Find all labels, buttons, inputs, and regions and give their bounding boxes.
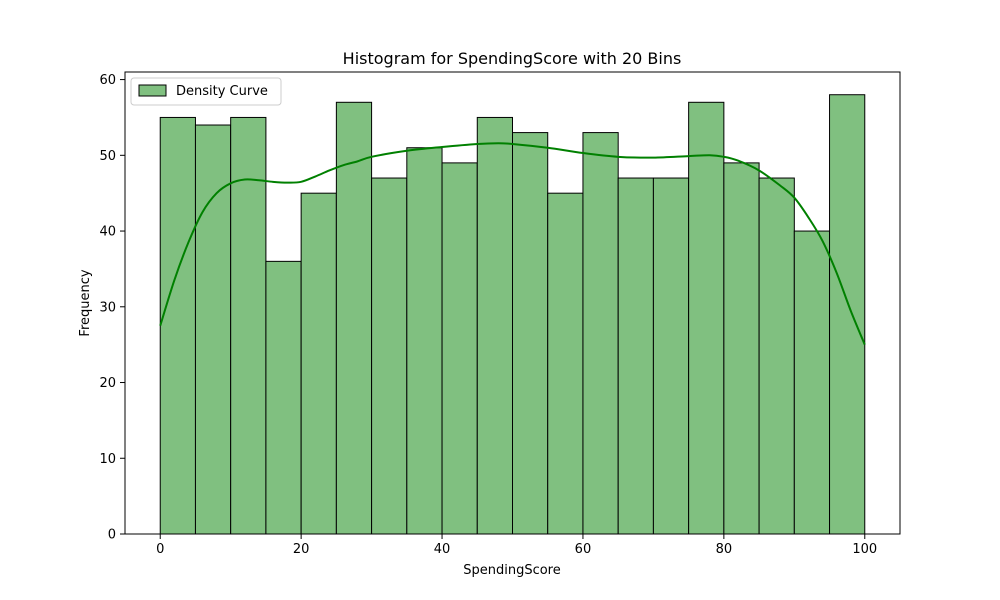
- y-tick-label: 50: [99, 149, 116, 164]
- histogram-bar: [547, 192, 584, 535]
- histogram-bar: [723, 162, 760, 535]
- y-axis-label: Frequency: [78, 269, 93, 336]
- histogram-bar: [617, 177, 654, 535]
- y-tick-label: 20: [99, 376, 116, 391]
- histogram-bar: [300, 192, 337, 535]
- y-tick-label: 60: [99, 73, 116, 88]
- histogram-bar: [688, 101, 725, 535]
- histogram-bar: [194, 124, 232, 535]
- chart-title: Histogram for SpendingScore with 20 Bins: [343, 49, 682, 68]
- histogram-bar: [335, 101, 373, 535]
- y-tick-label: 30: [99, 300, 116, 315]
- histogram-bar: [512, 132, 549, 535]
- histogram-bar: [582, 132, 619, 535]
- histogram-bar: [265, 260, 302, 535]
- histogram-bar: [476, 116, 514, 535]
- histogram-bar: [758, 177, 795, 535]
- x-tick-label: 80: [716, 542, 733, 557]
- x-tick-label: 40: [434, 542, 451, 557]
- x-tick-label: 0: [156, 542, 164, 557]
- y-axis-ticks: 0 10 20 30 40 50 60: [99, 73, 125, 543]
- histogram-bar: [159, 116, 196, 535]
- y-tick-label: 0: [108, 528, 116, 543]
- plot-frame: [124, 71, 901, 535]
- legend: Density Curve: [130, 77, 282, 106]
- x-tick-label: 60: [575, 542, 592, 557]
- legend-label: Density Curve: [176, 84, 268, 99]
- density-curve-line: [159, 142, 866, 346]
- histogram-bar: [652, 177, 690, 535]
- histogram-bar: [406, 147, 443, 535]
- histogram-bar: [371, 177, 408, 535]
- y-tick-label: 10: [99, 452, 116, 467]
- x-axis-label: SpendingScore: [463, 563, 561, 578]
- legend-box: [130, 77, 282, 106]
- legend-swatch: [138, 84, 167, 97]
- x-tick-label: 20: [293, 542, 310, 557]
- histogram-bar: [441, 162, 478, 535]
- x-tick-label: 100: [852, 542, 877, 557]
- histogram-bar: [829, 94, 866, 535]
- histogram-bar: [230, 116, 267, 535]
- x-axis-ticks: 0 20 40 60 80 100: [156, 534, 877, 557]
- y-tick-label: 40: [99, 225, 116, 240]
- bars-group: [159, 94, 866, 535]
- histogram-bar: [793, 230, 831, 535]
